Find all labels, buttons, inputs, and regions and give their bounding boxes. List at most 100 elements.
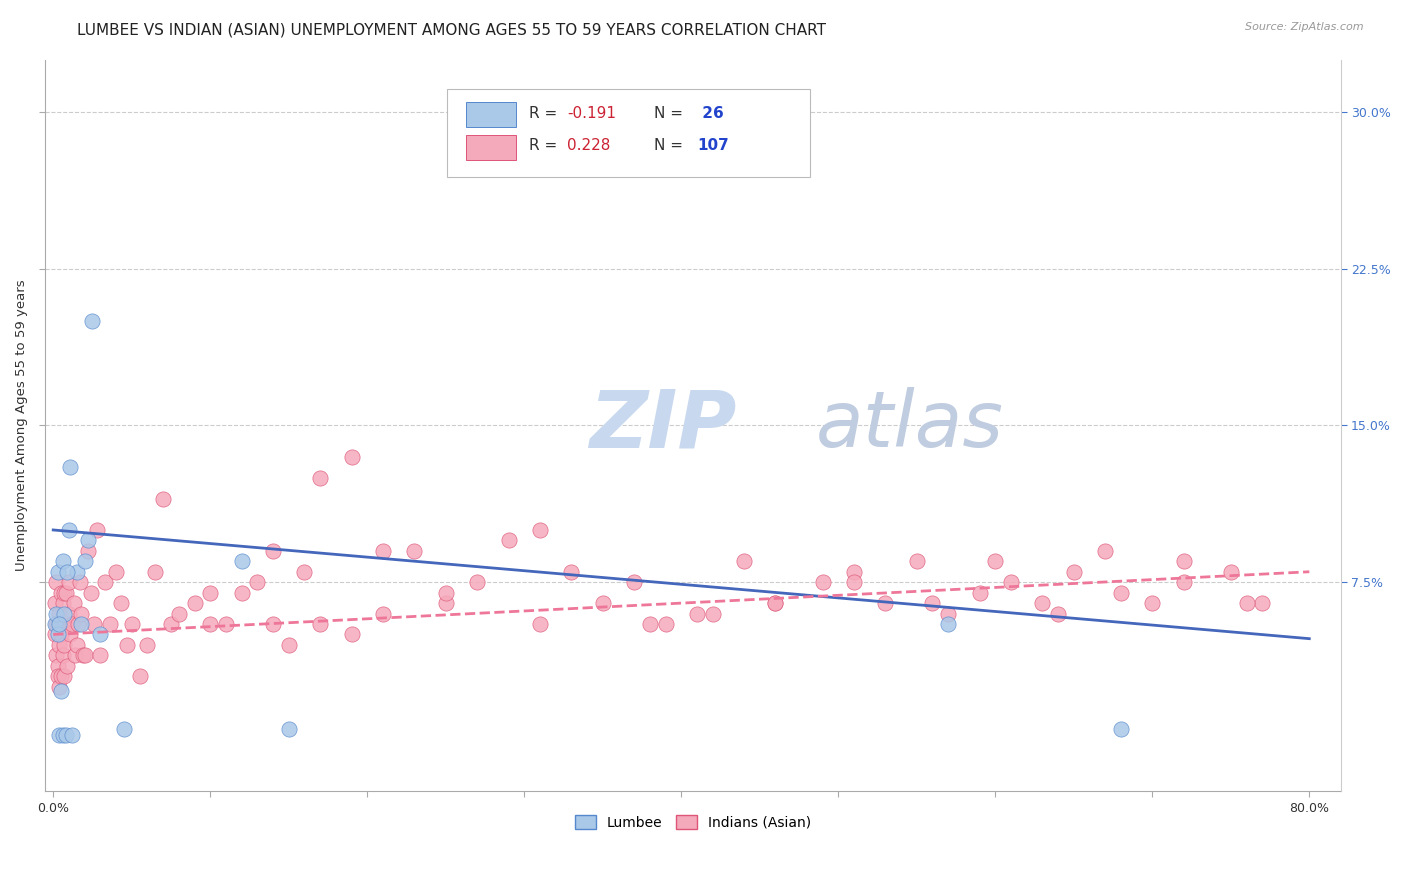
Point [70,617,93,632]
Point [49,585,72,599]
Point [58,523,80,537]
Point [1094,544,1116,558]
Point [936,617,959,632]
Point [765,596,787,610]
Point [200,585,222,599]
Text: ZIP: ZIP [589,386,737,465]
Point [83,617,105,632]
Point [76,544,98,558]
Point [231,585,253,599]
Point [48,607,70,621]
Point [53,607,76,621]
Point [371,607,394,621]
Text: -0.191: -0.191 [568,105,616,120]
Point [52,617,75,632]
Legend: Lumbee, Indians (Asian): Lumbee, Indians (Asian) [569,810,817,836]
Point [309,617,332,632]
Point [969,585,991,599]
FancyBboxPatch shape [467,135,516,160]
Point [294,565,316,579]
Point [63,648,86,663]
Point [94,575,117,590]
Point [623,575,645,590]
Point [58,607,80,621]
Y-axis label: Unemployment Among Ages 55 to 59 years: Unemployment Among Ages 55 to 59 years [15,279,28,571]
Text: R =: R = [529,138,561,153]
Point [638,617,661,632]
Point [112,722,135,736]
Point [67,617,90,632]
Point [48,638,70,652]
Text: 0.228: 0.228 [568,138,610,153]
Point [52,554,75,568]
Point [167,607,190,621]
Point [56,658,79,673]
Text: LUMBEE VS INDIAN (ASIAN) UNEMPLOYMENT AMONG AGES 55 TO 59 YEARS CORRELATION CHAR: LUMBEE VS INDIAN (ASIAN) UNEMPLOYMENT AM… [77,22,827,37]
Point [55,585,77,599]
Point [58,575,80,590]
Point [404,544,426,558]
Point [686,607,709,621]
Point [1109,722,1132,736]
Point [52,648,75,663]
Point [46,658,69,673]
Point [80,585,103,599]
Point [200,617,222,632]
Point [105,565,128,579]
Point [654,617,676,632]
Point [733,554,755,568]
Point [842,565,865,579]
Point [215,617,238,632]
Point [143,565,166,579]
Point [340,450,363,464]
Point [529,617,551,632]
Point [59,460,82,475]
Point [498,533,520,548]
Point [73,554,96,568]
Point [1063,565,1085,579]
Point [66,638,89,652]
Point [277,722,299,736]
Point [875,596,897,610]
Point [82,314,104,328]
Point [309,471,332,485]
Point [72,648,94,663]
Point [560,565,582,579]
Point [44,617,66,632]
Point [1173,554,1195,568]
Point [921,596,943,610]
Point [44,596,66,610]
Text: atlas: atlas [815,387,1004,464]
Point [1251,596,1274,610]
Point [262,617,284,632]
Point [62,596,84,610]
Point [152,491,174,506]
Point [53,585,76,599]
Text: 26: 26 [697,105,724,120]
Point [936,607,959,621]
Point [98,617,121,632]
Point [89,648,111,663]
Point [231,554,253,568]
Point [73,648,96,663]
Point [277,638,299,652]
Point [765,596,787,610]
Point [48,617,70,632]
Point [52,596,75,610]
Point [70,607,93,621]
Point [811,575,834,590]
Point [110,596,132,610]
Point [48,728,70,742]
Point [45,648,67,663]
Point [592,596,614,610]
Point [246,575,269,590]
FancyBboxPatch shape [447,89,810,177]
Point [371,544,394,558]
Point [49,627,72,641]
Point [52,728,75,742]
Point [465,575,488,590]
Point [53,669,76,683]
Point [66,565,89,579]
Point [434,585,457,599]
Point [48,680,70,694]
